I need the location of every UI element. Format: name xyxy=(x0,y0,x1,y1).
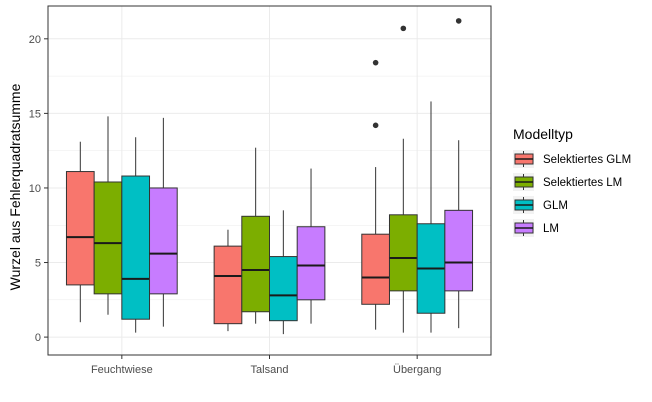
legend-label: Selektiertes GLM xyxy=(543,154,631,166)
legend-item: LM xyxy=(513,219,559,237)
box-selektiertes-glm-2 xyxy=(361,59,390,330)
y-tick-label: 20 xyxy=(29,34,41,46)
box-body xyxy=(149,187,178,295)
legend-label: LM xyxy=(543,223,559,235)
box-layer xyxy=(65,18,474,335)
outlier-point xyxy=(455,18,462,24)
legend-item: GLM xyxy=(513,196,568,214)
box-body xyxy=(65,171,95,286)
box-lm-1 xyxy=(296,168,326,324)
outlier-point xyxy=(400,25,407,32)
box-selektiertes-lm-0 xyxy=(93,116,123,315)
box-selektiertes-glm-0 xyxy=(65,141,95,323)
legend-item: Selektiertes LM xyxy=(513,173,622,191)
legend-label: Selektiertes LM xyxy=(543,177,622,189)
outlier-point xyxy=(372,122,379,129)
box-body xyxy=(269,256,298,322)
y-tick-label: 5 xyxy=(35,258,41,270)
y-tick-label: 15 xyxy=(29,108,41,120)
x-tick-label: Übergang xyxy=(393,364,441,376)
axes-layer: 0 5 10 15 20 Feuchtwiese Talsand Übergang xyxy=(29,5,492,376)
box-body xyxy=(213,245,243,325)
box-selektiertes-glm-1 xyxy=(213,229,243,332)
x-tick-label: Feuchtwiese xyxy=(91,364,153,376)
y-tick-label: 10 xyxy=(29,183,41,195)
box-body xyxy=(241,215,270,313)
box-body xyxy=(296,226,326,301)
legend-title: Modelltyp xyxy=(513,126,573,142)
box-glm-1 xyxy=(269,210,298,335)
box-lm-2 xyxy=(444,18,474,329)
legend-label: GLM xyxy=(543,200,568,212)
outlier-point xyxy=(372,59,379,66)
box-lm-0 xyxy=(149,117,178,327)
box-body xyxy=(361,233,390,305)
box-body xyxy=(388,214,418,292)
legend: Modelltyp Selektiertes GLM Selektiertes L… xyxy=(513,126,631,237)
box-body xyxy=(444,209,474,292)
y-axis-title: Wurzel aus Fehlerquadratsumme xyxy=(7,83,23,290)
box-body xyxy=(121,175,151,320)
box-selektiertes-lm-2 xyxy=(388,25,418,333)
box-body xyxy=(93,181,123,295)
x-tick-label: Talsand xyxy=(251,364,289,376)
box-glm-2 xyxy=(416,101,446,333)
y-tick-label: 0 xyxy=(35,332,41,344)
legend-item: Selektiertes GLM xyxy=(513,150,631,168)
